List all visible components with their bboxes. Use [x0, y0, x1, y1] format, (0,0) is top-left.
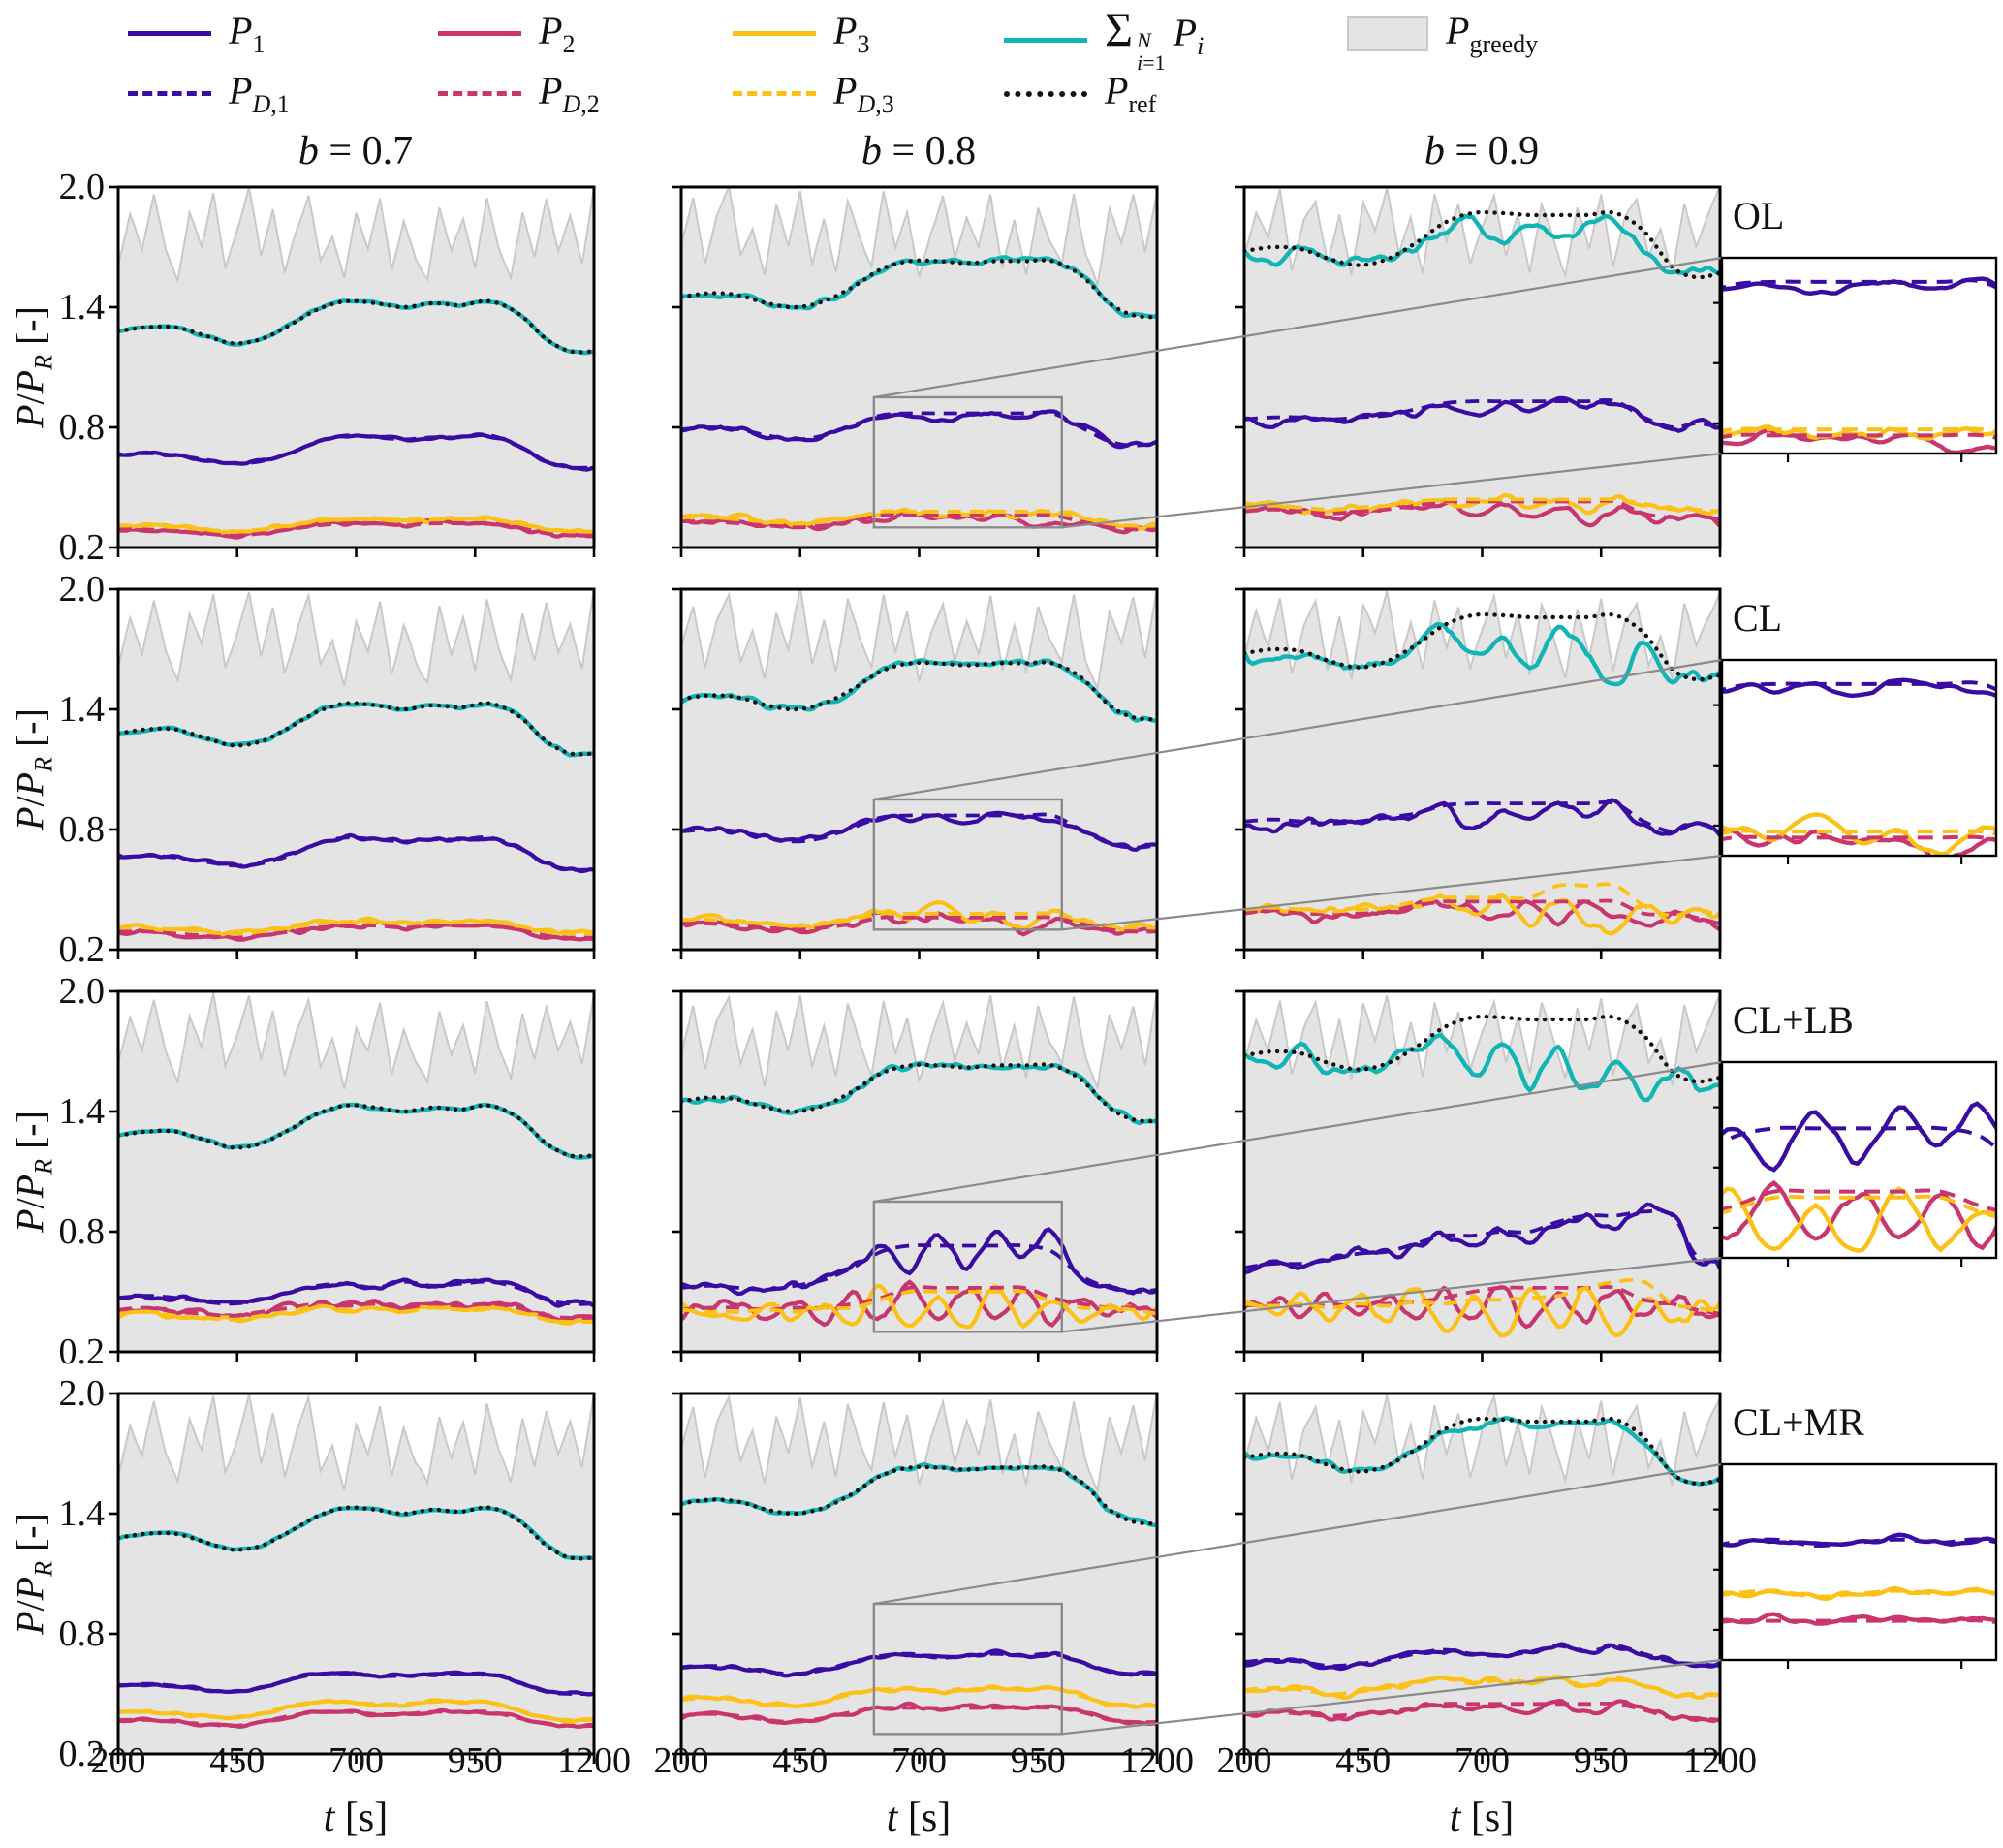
legend-item-p1: P1	[128, 8, 265, 59]
x-tick-label: 700	[329, 1740, 384, 1781]
y-tick-label: 2.0	[58, 971, 106, 1012]
x-tick-label: 200	[653, 1740, 709, 1781]
zoom-inset-CLLB	[1713, 1060, 1998, 1267]
legend-label-p2: P2	[539, 9, 576, 58]
legend-swatch-pd3-dashed	[733, 91, 816, 96]
plot-panel-OL-b0.9	[1235, 185, 1722, 557]
y-tick-label: 1.4	[58, 1493, 106, 1534]
x-tick-label: 450	[209, 1740, 266, 1781]
legend-swatch-pgreedy-patch	[1347, 16, 1428, 51]
row-label-clmr: CL+MR	[1733, 1400, 1864, 1444]
y-tick-label: 1.4	[58, 1091, 106, 1132]
x-tick-label: 700	[1455, 1740, 1510, 1781]
y-tick-label: 1.4	[58, 287, 106, 328]
x-tick-label: 950	[1573, 1740, 1629, 1781]
y-tick-label: 0.8	[58, 407, 106, 448]
y-tick-label: 0.2	[58, 527, 106, 568]
zoom-inset-CLMR	[1713, 1462, 1998, 1669]
y-tick-label: 2.0	[58, 1373, 106, 1414]
plot-panel-CLMR-b0.7	[109, 1392, 596, 1764]
row-label-cllb: CL+LB	[1733, 998, 1854, 1042]
legend-item-pref: Pref	[1004, 68, 1156, 119]
plot-panel-CLLB-b0.9	[1235, 989, 1722, 1362]
legend-label-pd1: PD,1	[229, 69, 290, 118]
legend-item-pd1: PD,1	[128, 68, 290, 119]
row-label-ol: OL	[1733, 194, 1785, 237]
y-tick-label: 0.2	[58, 1331, 106, 1372]
plot-panel-OL-b0.8	[672, 185, 1159, 557]
legend-label-pd2: PD,2	[539, 69, 600, 118]
legend-label-pref: Pref	[1105, 69, 1157, 118]
x-tick-label: 950	[1010, 1740, 1066, 1781]
x-tick-label: 1200	[1120, 1740, 1194, 1781]
y-tick-label: 2.0	[58, 569, 106, 610]
plot-panel-OL-b0.7	[109, 185, 596, 557]
legend-label-pgreedy: Pgreedy	[1446, 9, 1539, 58]
col-title-b09: b = 0.9	[1424, 129, 1540, 173]
plot-panel-CL-b0.7	[109, 587, 596, 959]
zoom-inset-OL	[1713, 256, 1998, 462]
legend-item-pd3: PD,3	[733, 68, 894, 119]
legend-label-pd3: PD,3	[833, 69, 894, 118]
x-axis-label-col3: t [s]	[1449, 1796, 1515, 1840]
zoom-inset-CL	[1713, 658, 1998, 864]
x-tick-label: 450	[772, 1740, 829, 1781]
legend-item-p3: P3	[733, 8, 869, 59]
plot-panel-CL-b0.8	[672, 587, 1159, 959]
legend-item-p2: P2	[438, 8, 575, 59]
y-tick-label: 0.2	[58, 1734, 106, 1774]
plot-panel-CL-b0.9	[1235, 587, 1722, 959]
legend-item-pgreedy: Pgreedy	[1347, 8, 1538, 59]
plot-panel-CLLB-b0.7	[109, 989, 596, 1362]
x-tick-label: 200	[1216, 1740, 1272, 1781]
x-tick-label: 450	[1335, 1740, 1392, 1781]
legend-swatch-pd1-dashed	[128, 91, 211, 96]
x-tick-label: 950	[447, 1740, 503, 1781]
legend-swatch-pd2-dashed	[438, 91, 521, 96]
legend-item-pd2: PD,2	[438, 68, 600, 119]
y-tick-label: 0.8	[58, 1211, 106, 1252]
y-tick-label: 0.8	[58, 1613, 106, 1654]
y-tick-label: 2.0	[58, 167, 106, 207]
plot-panel-CLMR-b0.8	[672, 1392, 1159, 1764]
x-axis-label-col2: t [s]	[886, 1796, 952, 1840]
legend-label-p3: P3	[833, 9, 870, 58]
x-axis-label-col1: t [s]	[323, 1796, 389, 1840]
y-tick-label: 1.4	[58, 689, 106, 730]
col-title-b08: b = 0.8	[861, 129, 977, 173]
y-tick-label: 0.2	[58, 929, 106, 970]
x-tick-label: 1200	[1683, 1740, 1757, 1781]
row-label-cl: CL	[1733, 596, 1783, 640]
y-tick-label: 0.8	[58, 809, 106, 850]
plot-panel-CLMR-b0.9	[1235, 1392, 1722, 1764]
x-tick-label: 700	[892, 1740, 947, 1781]
x-tick-label: 1200	[557, 1740, 631, 1781]
col-title-b07: b = 0.7	[297, 129, 414, 173]
legend-label-p1: P1	[229, 9, 266, 58]
legend-swatch-pref-dotted	[1004, 90, 1087, 97]
legend-swatch-sum-solid	[1004, 37, 1087, 43]
legend-swatch-p1-solid	[128, 31, 211, 36]
legend-swatch-p2-solid	[438, 31, 521, 36]
x-tick-label: 200	[90, 1740, 146, 1781]
plot-panel-CLLB-b0.8	[672, 989, 1159, 1362]
legend-swatch-p3-solid	[733, 31, 816, 36]
